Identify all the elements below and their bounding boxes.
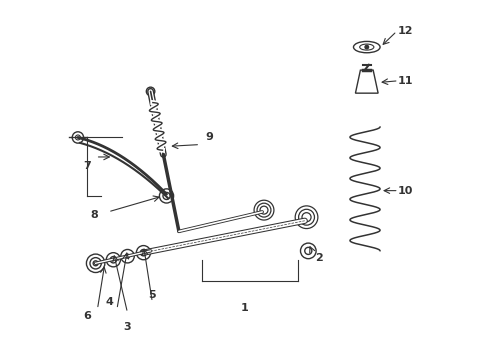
Text: 11: 11: [397, 76, 413, 86]
Circle shape: [364, 45, 368, 49]
Text: 1: 1: [240, 303, 248, 312]
Circle shape: [146, 87, 155, 96]
Text: 10: 10: [397, 186, 413, 195]
Text: 12: 12: [397, 26, 413, 36]
Text: 9: 9: [204, 132, 213, 143]
Text: 8: 8: [90, 211, 98, 220]
Text: 4: 4: [106, 297, 114, 307]
Text: 5: 5: [148, 290, 156, 300]
Text: 6: 6: [82, 311, 91, 321]
Text: 7: 7: [83, 161, 90, 171]
Text: 3: 3: [123, 322, 131, 332]
Text: 2: 2: [314, 253, 322, 263]
